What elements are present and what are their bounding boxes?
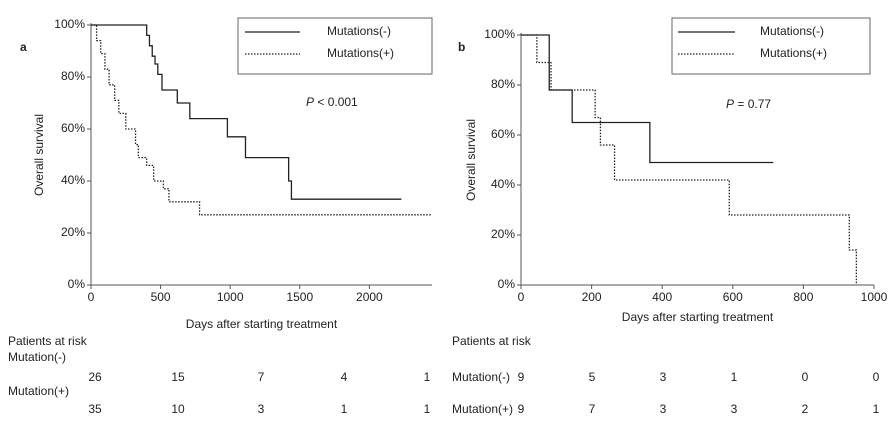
x-tick-label: 400 (652, 290, 672, 304)
x-tick-label: 800 (793, 290, 813, 304)
p-value: P < 0.001 (306, 95, 358, 109)
risk-row-label: Mutation(+) (452, 402, 513, 416)
survival-curve (521, 34, 857, 285)
risk-row-label: Mutation(-) (452, 370, 510, 384)
risk-count: 1 (341, 402, 348, 416)
legend-label: Mutations(+) (760, 46, 827, 60)
risk-count: 0 (802, 370, 809, 384)
risk-row-label: Mutation(+) (8, 384, 69, 398)
risk-count: 35 (88, 402, 102, 416)
legend-label: Mutations(-) (760, 24, 824, 38)
y-tick-label: 40% (491, 177, 515, 191)
legend-label: Mutations(-) (327, 24, 391, 38)
legend-box (671, 17, 871, 75)
risk-count: 2 (802, 402, 809, 416)
x-tick-label: 0 (518, 290, 525, 304)
survival-curve (91, 24, 432, 216)
risk-count: 3 (258, 402, 265, 416)
x-tick-label: 1000 (217, 290, 244, 304)
y-tick-label: 0% (68, 277, 86, 291)
legend-box (237, 17, 433, 75)
risk-count: 10 (171, 402, 185, 416)
risk-count: 1 (424, 370, 431, 384)
x-tick-label: 500 (151, 290, 171, 304)
survival-curve (521, 34, 774, 164)
x-tick-label: 1000 (861, 290, 888, 304)
risk-row-label: Mutation(-) (8, 350, 66, 364)
x-axis-label: Days after starting treatment (186, 317, 338, 331)
risk-table-title: Patients at risk (452, 334, 532, 348)
risk-count: 15 (171, 370, 185, 384)
x-tick-label: 2000 (356, 290, 383, 304)
risk-count: 0 (873, 370, 880, 384)
y-axis-label: Overall survival (32, 114, 46, 196)
risk-count: 1 (731, 370, 738, 384)
risk-count: 7 (258, 370, 265, 384)
survival-curve (91, 24, 402, 200)
y-tick-label: 0% (498, 277, 516, 291)
p-value: P = 0.77 (726, 97, 771, 111)
panel-label: b (458, 40, 465, 54)
panel-label: a (20, 40, 27, 54)
risk-count: 3 (731, 402, 738, 416)
y-tick-label: 60% (61, 121, 85, 135)
legend-label: Mutations(+) (327, 46, 394, 60)
y-tick-label: 80% (491, 77, 515, 91)
risk-count: 7 (589, 402, 596, 416)
risk-count: 5 (589, 370, 596, 384)
x-tick-label: 200 (582, 290, 602, 304)
y-tick-label: 60% (491, 127, 515, 141)
risk-count: 9 (518, 370, 525, 384)
y-tick-label: 20% (491, 227, 515, 241)
y-tick-label: 20% (61, 225, 85, 239)
risk-count: 1 (873, 402, 880, 416)
x-tick-label: 0 (88, 290, 95, 304)
x-tick-label: 1500 (286, 290, 313, 304)
y-tick-label: 40% (61, 173, 85, 187)
y-tick-label: 100% (484, 27, 515, 41)
risk-count: 26 (88, 370, 102, 384)
risk-count: 3 (660, 370, 667, 384)
risk-count: 4 (341, 370, 348, 384)
y-axis-label: Overall survival (464, 119, 478, 201)
y-tick-label: 100% (54, 17, 85, 31)
risk-count: 3 (660, 402, 667, 416)
risk-count: 1 (424, 402, 431, 416)
x-tick-label: 600 (723, 290, 743, 304)
risk-count: 9 (518, 402, 525, 416)
x-axis-label: Days after starting treatment (622, 310, 774, 324)
risk-table-title: Patients at risk (8, 334, 88, 348)
y-tick-label: 80% (61, 69, 85, 83)
